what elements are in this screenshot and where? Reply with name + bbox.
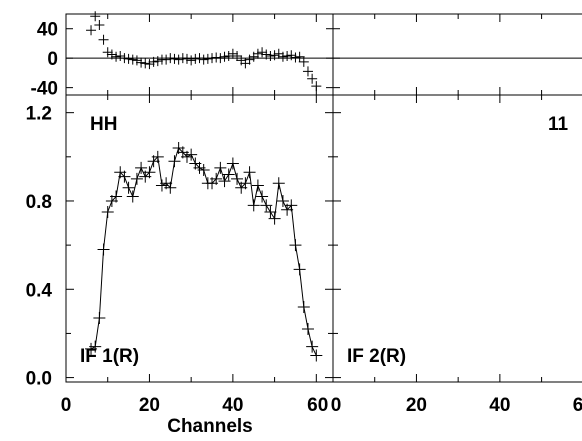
- spectrum-point: [248, 199, 260, 211]
- residual-point: [103, 47, 113, 57]
- spectrum-point: [302, 323, 314, 335]
- x-tick-label-left: 20: [139, 395, 160, 416]
- spectrum-y-tick-label: 0.8: [26, 192, 52, 213]
- residual-point: [215, 53, 225, 63]
- residual-point: [278, 52, 288, 62]
- residual-point: [111, 52, 121, 62]
- residual-point: [295, 52, 305, 62]
- spectrum-point: [289, 239, 301, 251]
- spectrum-point: [131, 173, 143, 185]
- residual-point: [290, 52, 300, 62]
- residual-point: [86, 25, 96, 35]
- residual-point: [220, 52, 230, 62]
- residual-point: [124, 54, 134, 64]
- residual-point: [140, 58, 150, 68]
- residual-point: [249, 52, 259, 62]
- spectrum-point: [214, 162, 226, 174]
- residual-point: [274, 49, 284, 59]
- spectrum-y-tick-label: 0.0: [26, 369, 52, 390]
- spectrum-point: [102, 206, 114, 218]
- residual-point: [136, 58, 146, 68]
- residual-panel-right: [333, 14, 582, 95]
- residual-y-tick-label: 0: [47, 49, 58, 70]
- residual-point: [94, 20, 104, 30]
- residual-point: [199, 55, 209, 65]
- panel-annotation: 11: [548, 114, 569, 135]
- x-tick-label-right: 60: [573, 395, 582, 416]
- spectrum-panel-left: [66, 95, 333, 382]
- residual-point: [282, 51, 292, 61]
- residual-point: [311, 81, 321, 91]
- residual-point: [253, 49, 263, 59]
- residual-point: [144, 59, 154, 69]
- residual-point: [115, 51, 125, 61]
- panel-annotation: HH: [90, 114, 117, 135]
- residual-point: [132, 55, 142, 65]
- spectrum-point: [93, 312, 105, 324]
- residual-point: [128, 55, 138, 65]
- spectrum-frame-right: [333, 95, 582, 382]
- spectrum-point: [252, 180, 264, 192]
- spectrum-panel-right: [333, 95, 582, 382]
- residual-point: [174, 55, 184, 65]
- residual-point: [90, 11, 100, 21]
- residual-point: [190, 54, 200, 64]
- spectrum-point: [244, 166, 256, 178]
- residual-point: [303, 66, 313, 76]
- chart-labels: 400-401.20.80.40.002040600204060Channels…: [26, 20, 582, 436]
- panel-annotation: IF 1(R): [80, 346, 139, 367]
- x-tick-label-left: 60: [307, 395, 328, 416]
- x-axis-label: Channels: [167, 416, 253, 436]
- residual-y-tick-label: 40: [37, 20, 58, 41]
- panel-annotation: IF 2(R): [347, 346, 406, 367]
- residual-point: [286, 50, 296, 60]
- x-tick-label-left: 40: [222, 395, 243, 416]
- residual-point: [186, 55, 196, 65]
- residual-point: [211, 52, 221, 62]
- spectrum-point: [168, 155, 180, 167]
- spectrum-frame-left: [66, 95, 333, 382]
- spectrum-y-tick-label: 0.4: [26, 280, 53, 301]
- x-tick-label-right: 0: [331, 395, 342, 416]
- residual-panel-left: [66, 11, 333, 95]
- residual-point: [228, 49, 238, 59]
- residual-point: [307, 74, 317, 84]
- spectrum-y-tick-label: 1.2: [26, 104, 52, 125]
- residual-frame-right: [333, 14, 582, 95]
- residual-point: [161, 55, 171, 65]
- residual-point: [169, 54, 179, 64]
- residual-point: [99, 35, 109, 45]
- spectrum-point: [227, 157, 239, 169]
- residual-y-tick-label: -40: [31, 79, 58, 100]
- spectrum-point: [273, 177, 285, 189]
- residual-point: [119, 53, 129, 63]
- residual-point: [178, 53, 188, 63]
- x-tick-label-right: 20: [406, 395, 427, 416]
- residual-point: [236, 55, 246, 65]
- x-tick-label-right: 40: [489, 395, 510, 416]
- residual-point: [153, 56, 163, 66]
- residual-point: [270, 50, 280, 60]
- spectrum-point: [294, 263, 306, 275]
- spectrum-point: [98, 244, 110, 256]
- residual-point: [195, 53, 205, 63]
- residual-point: [203, 54, 213, 64]
- spectrum-point: [298, 301, 310, 313]
- residual-point: [232, 51, 242, 61]
- residual-point: [165, 53, 175, 63]
- x-tick-label-left: 0: [61, 395, 72, 416]
